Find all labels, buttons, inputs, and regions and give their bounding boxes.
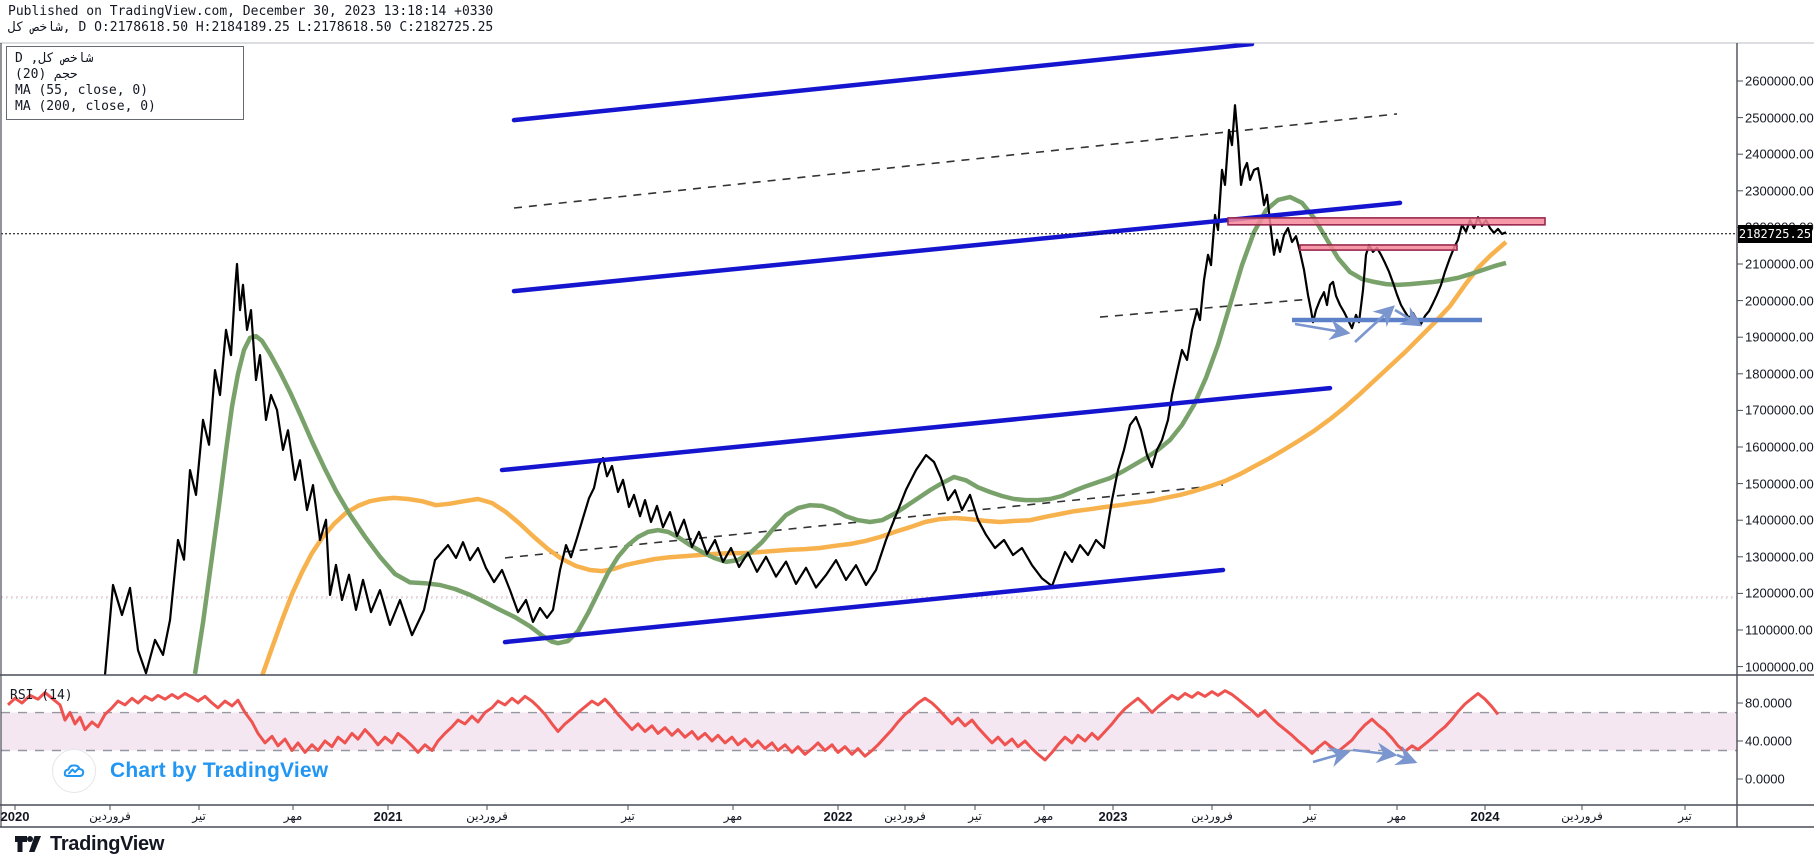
price-axis-label: 1900000.00 [1745,329,1814,345]
rsi-pane-label: RSI (14) [10,688,73,703]
rsi-axis-label: 40.0000 [1745,733,1792,749]
price-axis-label: 2000000.00 [1745,293,1814,309]
time-axis-label: 2022 [823,809,853,824]
price-axis-label: 1600000.00 [1745,439,1814,455]
time-axis-label: 2020 [0,809,30,824]
price-pane[interactable] [1,43,1737,676]
time-axis-label: فروردین [89,809,131,823]
supply-zone-box[interactable] [1299,244,1458,251]
price-axis-label: 1500000.00 [1745,476,1814,492]
time-axis-label: فروردین [466,809,508,823]
price-axis-label: 1100000.00 [1745,622,1813,638]
tradingview-logo-text: TradingView [50,832,165,855]
legend-ma200: MA (200, close, 0) [15,99,156,114]
time-axis-label: فروردین [1561,809,1603,823]
dashed-trendline[interactable] [1099,298,1311,318]
rsi-band [1,712,1737,751]
time-axis-label: تیر [192,809,206,823]
rsi-pane[interactable] [1,689,1737,767]
channel-trendline[interactable] [502,567,1226,645]
rsi-arrow[interactable] [1352,742,1398,764]
dashed-trendline[interactable] [513,113,1398,209]
rsi-arrow[interactable] [1394,745,1418,766]
ma55-line[interactable] [192,194,1507,675]
rsi-axis-label: 80.0000 [1745,695,1792,711]
time-axis-label: مهر [723,809,743,823]
price-axis-label: 1800000.00 [1745,366,1814,382]
time-axis-label: 2023 [1098,809,1128,824]
tradingview-watermark-icon [52,749,96,793]
price-axis-label: 2300000.00 [1745,183,1814,199]
time-axis-label: مهر [283,809,303,823]
price-axis-label: 1200000.00 [1745,585,1814,601]
supply-zone-box[interactable] [1227,217,1546,226]
tradingview-logo-icon [15,836,41,852]
time-axis-label: 2024 [1470,809,1500,824]
price-axis-label: 2400000.00 [1745,146,1814,162]
ma200-line[interactable] [260,240,1508,676]
rsi-line[interactable] [6,689,1500,762]
published-header: Published on TradingView.com, December 3… [8,4,494,19]
price-axis-label: 2500000.00 [1745,110,1814,126]
legend-symbol: D ,شاخص کل [15,51,94,66]
legend-volume: (20) حجم [15,67,78,82]
price-axis-label: 1300000.00 [1745,549,1814,565]
time-axis-label: تیر [968,809,982,823]
legend-ma55: MA (55, close, 0) [15,83,149,98]
price-axis-label: 2600000.00 [1745,73,1814,89]
watermark-text: Chart by TradingView [110,759,329,782]
price-axis-label: 1400000.00 [1745,512,1814,528]
rsi-arrow[interactable] [1312,747,1351,767]
price-axis-label: 2100000.00 [1745,256,1814,272]
time-axis-label: 2021 [373,809,403,824]
rsi-axis-label: 0.0000 [1745,771,1785,787]
channel-trendline[interactable] [511,43,1255,123]
price-axis-label: 1700000.00 [1745,402,1814,418]
time-axis-label: تیر [621,809,635,823]
indicator-legend[interactable]: D ,شاخص کل (20) حجم MA (55, close, 0) MA… [6,46,244,120]
time-axis-label: مهر [1387,809,1407,823]
symbol-ohlc-header: شاخص کل, D O:2178618.50 H:2184189.25 L:2… [8,20,494,35]
time-axis-label: فروردین [884,809,926,823]
time-axis-label: تیر [1678,809,1692,823]
channel-trendline[interactable] [511,200,1403,294]
time-axis-label: مهر [1034,809,1054,823]
projection-arrow[interactable] [1354,305,1395,343]
tradingview-watermark[interactable]: Chart by TradingView [52,749,328,793]
time-axis-label: تیر [1303,809,1317,823]
tradingview-logo[interactable]: TradingView [14,832,164,856]
projection-arrow[interactable] [1394,306,1423,327]
current-price-badge: 2182725.25 [1738,225,1812,243]
projection-arrow[interactable] [1294,319,1351,341]
channel-trendline[interactable] [499,385,1333,473]
time-axis-label: فروردین [1191,809,1233,823]
price-axis-label: 1000000.00 [1745,659,1814,675]
